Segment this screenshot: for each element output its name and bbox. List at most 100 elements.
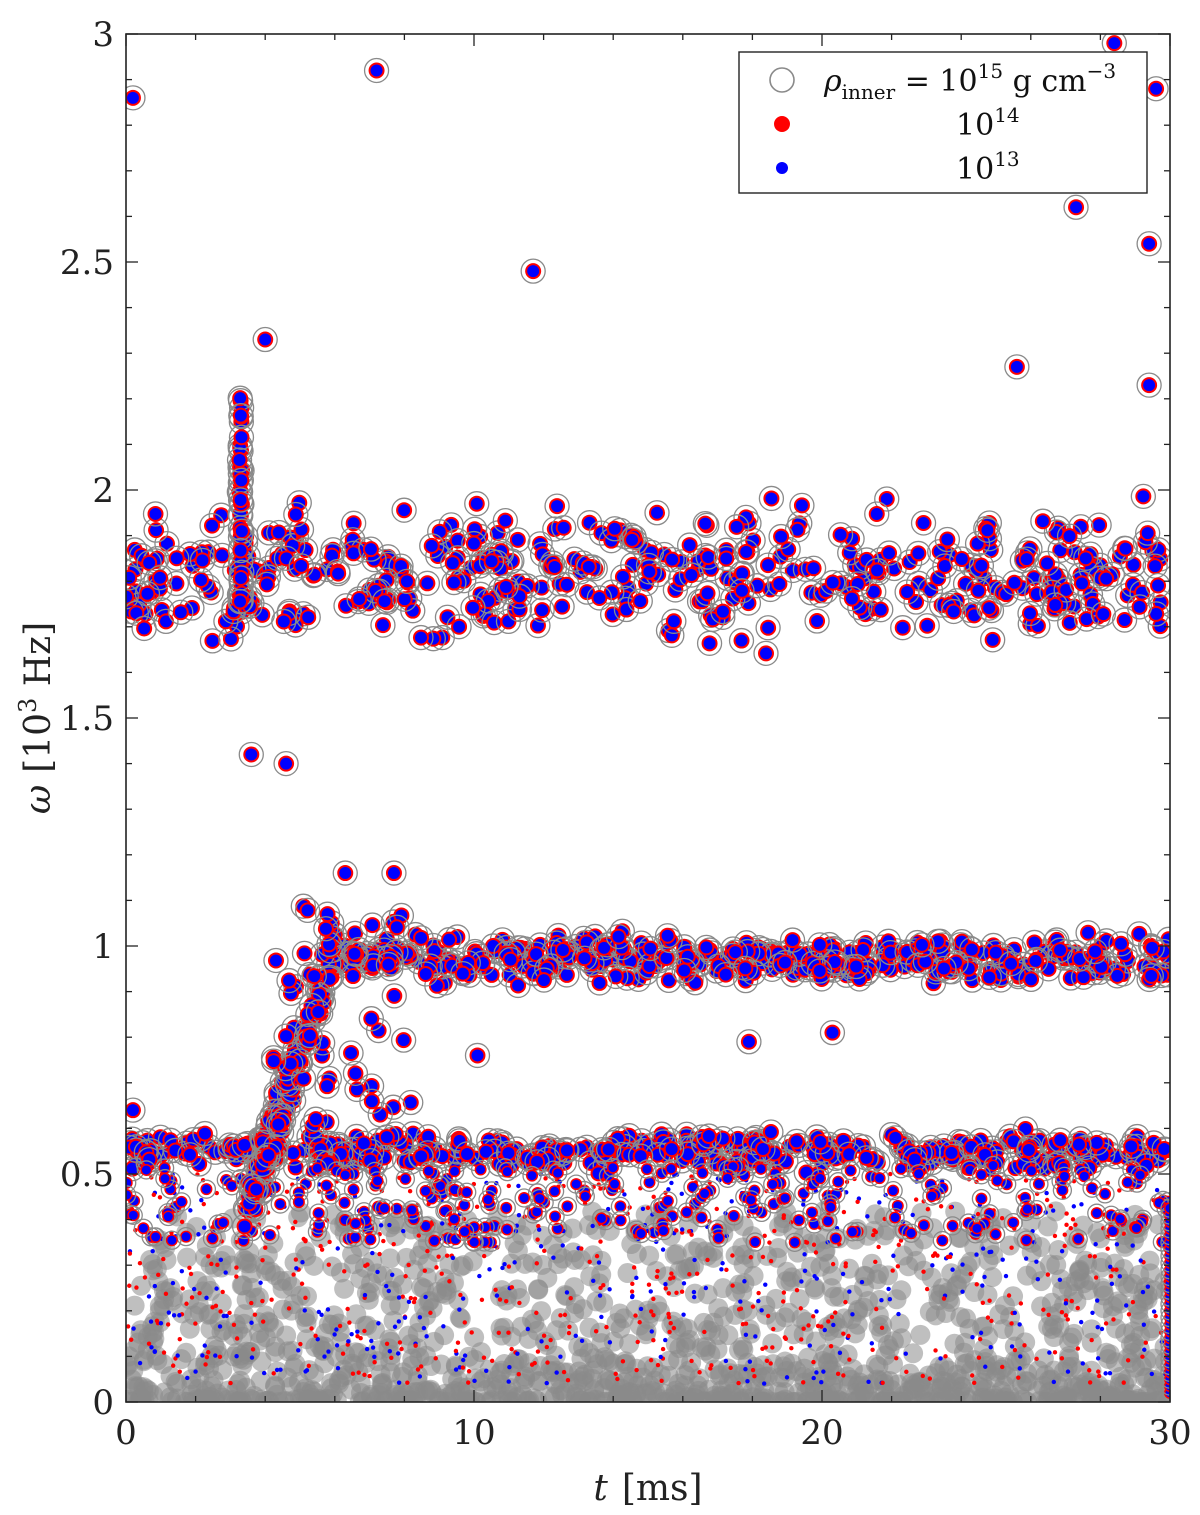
streak-point <box>753 1334 758 1339</box>
streak-point <box>598 1239 603 1244</box>
streak-point <box>332 1332 337 1337</box>
streak-point <box>646 1282 652 1287</box>
point-rho13 <box>1079 552 1092 565</box>
streak-point <box>938 1204 944 1209</box>
streak-point <box>587 1259 592 1265</box>
floor-point-rho15 <box>384 1267 405 1288</box>
point-rho13 <box>295 559 308 572</box>
streak-point <box>177 1336 182 1342</box>
streak-point <box>384 1341 390 1346</box>
point-rho13 <box>398 504 411 517</box>
streak-point <box>536 1227 542 1232</box>
streak-point <box>1087 1380 1093 1385</box>
streak-point <box>1069 1298 1074 1304</box>
streak-point <box>692 1257 697 1263</box>
streak-point <box>334 1343 340 1348</box>
streak-point <box>350 1371 356 1376</box>
streak-point <box>974 1252 979 1257</box>
streak-point <box>269 1297 274 1302</box>
floor-point-rho15 <box>698 1379 719 1400</box>
floor-point-rho15 <box>950 1227 971 1248</box>
streak-point <box>629 1289 635 1294</box>
floor-point-rho15 <box>181 1369 202 1390</box>
streak-point <box>831 1322 836 1328</box>
point-rho15 <box>694 512 720 538</box>
streak-point <box>406 1299 412 1305</box>
point-rho13 <box>624 955 637 968</box>
streak-point <box>370 1345 376 1350</box>
point-rho13 <box>643 565 656 578</box>
floor-point-rho15 <box>491 1360 512 1381</box>
streak-point <box>512 1260 517 1265</box>
point-rho13 <box>735 584 748 597</box>
streak-point <box>386 1288 392 1294</box>
streak-point <box>763 1282 768 1287</box>
streak-point <box>980 1283 985 1288</box>
point-rho13 <box>901 946 914 959</box>
floor-point-rho15 <box>241 1277 262 1298</box>
streak-point <box>193 1321 198 1326</box>
streak-point <box>669 1180 674 1186</box>
streak-point <box>768 1361 773 1366</box>
streak-point <box>293 1219 298 1225</box>
floor-point-rho15 <box>564 1249 585 1270</box>
streak-point <box>681 1312 686 1317</box>
streak-point <box>166 1310 172 1315</box>
streak-point <box>1117 1188 1122 1193</box>
floor-point-rho15 <box>562 1218 583 1239</box>
point-rho13 <box>206 519 219 532</box>
streak-point <box>217 1324 223 1329</box>
floor-point-rho15 <box>498 1381 519 1402</box>
floor-point-rho15 <box>1075 1372 1096 1393</box>
streak-point <box>342 1269 347 1274</box>
point-rho13 <box>735 634 748 647</box>
streak-point <box>743 1321 749 1326</box>
streak-point <box>1057 1277 1063 1283</box>
streak-point <box>596 1260 602 1265</box>
streak-point <box>660 1247 666 1252</box>
point-rho13 <box>502 615 515 628</box>
streak-point <box>799 1279 804 1284</box>
streak-point <box>593 1329 599 1334</box>
floor-point-rho15 <box>154 1289 175 1310</box>
streak-point <box>399 1346 404 1352</box>
point-rho13 <box>378 595 391 608</box>
streak-point <box>932 1251 938 1256</box>
streak-point <box>989 1318 994 1324</box>
floor-point-rho15 <box>177 1247 198 1268</box>
streak-point <box>1052 1350 1058 1355</box>
floor-point-rho15 <box>1106 1318 1127 1339</box>
streak-point <box>781 1299 786 1304</box>
floor-point-rho15 <box>564 1277 585 1298</box>
streak-point <box>276 1225 281 1230</box>
streak-point <box>327 1239 332 1245</box>
streak-point <box>481 1253 487 1259</box>
streak-point <box>434 1265 439 1270</box>
point-rho13 <box>971 537 984 550</box>
streak-point <box>694 1271 700 1276</box>
floor-point-rho15 <box>409 1347 430 1368</box>
streak-point <box>313 1333 318 1339</box>
streak-point <box>873 1259 878 1265</box>
point-rho13 <box>149 507 162 520</box>
streak-point <box>654 1274 660 1279</box>
point-rho13 <box>740 545 753 558</box>
streak-point <box>622 1192 627 1197</box>
streak-point <box>304 1368 310 1373</box>
streak-point <box>1130 1243 1135 1248</box>
streak-point <box>406 1262 411 1268</box>
floor-point-rho15 <box>587 1354 608 1375</box>
floor-point-rho15 <box>240 1253 261 1274</box>
streak-point <box>436 1254 441 1259</box>
point-rho13 <box>606 608 619 621</box>
streak-point <box>362 1328 367 1334</box>
point-rho15 <box>767 543 794 570</box>
streak-point <box>651 1338 656 1343</box>
point-rho13 <box>667 615 680 628</box>
streak-point <box>126 1324 131 1329</box>
floor-point-rho15 <box>227 1373 248 1394</box>
streak-point <box>286 1306 292 1311</box>
streak-point <box>811 1314 816 1319</box>
streak-point <box>960 1289 965 1294</box>
streak-point <box>396 1319 402 1324</box>
